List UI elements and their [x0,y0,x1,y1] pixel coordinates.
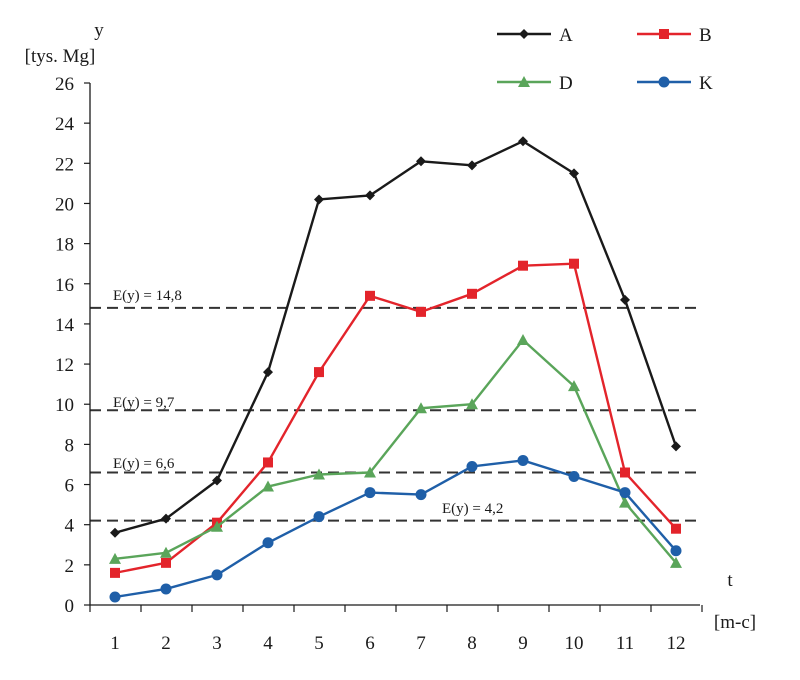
reference-line-label: E(y) = 9,7 [113,395,175,411]
data-point-K [160,583,172,595]
data-point-D [364,466,376,478]
data-point-B [161,557,171,568]
series-line-K [114,459,677,599]
y-tick-label: 10 [55,395,74,416]
data-point-B [467,288,477,299]
series [109,136,682,603]
x-tick-label: 4 [263,633,273,654]
x-tick-label: 11 [616,633,634,654]
x-tick-label: 7 [416,633,426,654]
legend-label: A [559,25,573,46]
reference-line-label: E(y) = 6,6 [113,456,175,472]
y-tick-label: 20 [55,194,74,215]
data-point-D [670,556,682,568]
data-point-A [569,168,579,179]
x-axis-symbol: t [727,570,733,591]
x-tick-label: 5 [314,633,324,654]
data-point-K [619,487,631,499]
data-point-A [365,190,375,201]
data-point-D [160,546,172,558]
legend: A B D K [497,25,713,94]
x-tick-label: 2 [161,633,171,654]
data-point-A [416,156,426,167]
x-tick-label: 6 [365,633,375,654]
x-tick-label: 10 [565,633,584,654]
x-tick-label: 12 [667,633,686,654]
data-point-D [262,480,274,492]
data-point-D [415,402,427,414]
legend-label: K [699,73,713,94]
legend-label: D [559,73,573,94]
data-point-B [416,306,426,317]
data-point-K [364,487,376,499]
y-tick-label: 22 [55,154,74,175]
x-axis-unit: [m-c] [714,612,756,633]
data-point-K [211,569,223,581]
legend-marker-D [518,76,530,87]
series-line-B [114,262,677,575]
data-point-B [671,523,681,534]
reference-lines: E(y) = 14,8 E(y) = 9,7 E(y) = 6,6 E(y) = 4,… [90,288,700,522]
axes: y [tys. Mg] t [m-c] 02468101214161820222… [25,20,756,654]
legend-label: B [699,25,712,46]
reference-line-label: E(y) = 14,8 [113,288,182,304]
x-tick-label: 3 [212,633,222,654]
data-point-D [466,398,478,410]
legend-marker-B [659,29,669,39]
data-point-A [620,294,630,305]
data-point-B [314,367,324,378]
data-point-A [263,367,273,378]
data-point-A [671,441,681,452]
y-tick-label: 12 [55,355,74,376]
y-tick-label: 18 [55,235,74,256]
data-point-B [110,567,120,578]
data-point-B [263,457,273,468]
y-tick-label: 8 [65,435,75,456]
x-tick-label: 1 [110,633,120,654]
data-point-K [109,591,121,603]
data-point-A [518,136,528,147]
y-tick-label: 2 [65,556,75,577]
data-point-D [619,496,631,508]
data-point-K [415,489,427,501]
data-point-A [314,194,324,205]
series-line-D [114,338,677,564]
data-point-A [110,527,120,538]
y-tick-label: 24 [55,114,75,135]
x-tick-label: 8 [467,633,477,654]
data-point-A [212,475,222,486]
y-tick-label: 6 [65,476,75,497]
data-point-D [517,333,529,345]
y-tick-label: 4 [65,516,75,537]
y-tick-label: 16 [55,275,74,296]
data-point-D [313,468,325,480]
y-tick-label: 26 [55,74,74,95]
data-point-K [670,545,682,557]
y-tick-label: 14 [55,315,75,336]
data-point-K [517,454,529,466]
legend-marker-K [658,76,670,88]
data-point-A [467,160,477,171]
data-point-B [569,258,579,269]
data-point-D [568,380,580,392]
data-point-K [466,460,478,472]
y-axis-symbol: y [94,20,104,41]
y-tick-label: 0 [65,596,75,617]
data-point-B [518,260,528,271]
series-line-A [114,140,678,534]
data-point-K [262,537,274,549]
data-point-A [161,513,171,524]
legend-marker-A [519,29,529,39]
data-point-K [568,471,580,483]
y-axis-unit: [tys. Mg] [25,46,96,67]
data-point-K [313,511,325,523]
data-point-D [211,520,223,532]
data-point-D [109,552,121,564]
x-tick-label: 9 [518,633,528,654]
data-point-B [620,467,630,478]
data-point-B [365,290,375,301]
reference-line-label: E(y) = 4,2 [442,501,503,517]
